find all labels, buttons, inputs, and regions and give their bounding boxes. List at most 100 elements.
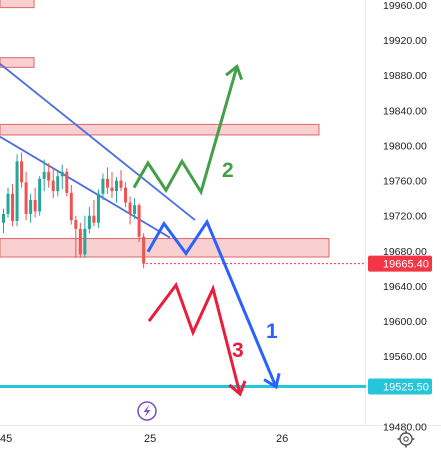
candle xyxy=(96,189,100,229)
candle xyxy=(65,168,69,197)
price-axis[interactable]: 19960.00 19920.00 19880.00 19840.00 19800.00… xyxy=(368,0,432,433)
candle xyxy=(105,167,109,194)
candle xyxy=(20,152,24,188)
candle-body xyxy=(51,180,55,192)
current-price-badge xyxy=(368,255,432,272)
candle-body xyxy=(38,178,42,212)
y-tick-label: 19560.00 xyxy=(383,351,427,363)
y-tick-label: 19680.00 xyxy=(383,246,427,258)
candle xyxy=(128,196,132,225)
candle xyxy=(74,215,78,258)
candle-body xyxy=(11,193,15,221)
candle xyxy=(56,170,60,197)
candle-body xyxy=(56,176,60,192)
candle-body xyxy=(110,187,114,192)
scenario-arrowhead-2 xyxy=(225,63,244,81)
target-price-badge-label: 19525.50 xyxy=(383,381,429,393)
candle-body xyxy=(105,178,109,188)
candle xyxy=(51,167,55,199)
scenario-arrowhead-1 xyxy=(263,372,281,390)
scenario-label-2: 2 xyxy=(222,159,234,182)
candle xyxy=(2,208,5,234)
time-axis[interactable]: 45 25 26 xyxy=(0,433,288,445)
candle-body xyxy=(119,180,123,188)
candle-body xyxy=(124,187,128,203)
candle-body xyxy=(20,161,24,183)
candle-body xyxy=(115,180,118,192)
x-tick-label: 45 xyxy=(0,433,12,445)
candle-body xyxy=(92,215,96,223)
candle xyxy=(60,164,64,190)
candle xyxy=(24,171,28,221)
candle-body xyxy=(42,171,46,179)
candle-body xyxy=(78,228,82,255)
scenario-label-1: 1 xyxy=(266,320,278,343)
candle xyxy=(6,187,10,218)
y-tick-label: 19720.00 xyxy=(383,211,427,223)
candle xyxy=(78,222,82,258)
candle-body xyxy=(137,205,141,237)
candle-body xyxy=(60,171,64,177)
scenario-arrowhead-3 xyxy=(228,380,247,397)
zone-0 xyxy=(0,0,35,9)
candle-body xyxy=(96,193,100,223)
candle xyxy=(101,173,105,200)
zone-3 xyxy=(0,238,330,258)
scenario-path-1 xyxy=(146,218,278,388)
candle-body xyxy=(74,220,78,229)
candle-body xyxy=(15,161,19,221)
scenario-label-3: 3 xyxy=(232,339,244,362)
candle xyxy=(142,233,146,269)
trendlines xyxy=(0,63,196,239)
y-tick-label: 19880.00 xyxy=(383,70,427,82)
candle-body xyxy=(33,199,37,212)
y-tick-label: 19920.00 xyxy=(383,35,427,47)
y-tick-label: 19840.00 xyxy=(383,105,427,117)
candle xyxy=(15,154,19,227)
candle xyxy=(124,182,128,207)
candle xyxy=(42,159,46,192)
lightning-icon[interactable] xyxy=(137,401,157,421)
y-tick-label: 19800.00 xyxy=(383,140,427,152)
candle xyxy=(69,184,73,225)
current-price-badge-label: 19665.40 xyxy=(383,259,429,271)
x-tick-label: 26 xyxy=(276,433,288,445)
candle xyxy=(110,171,114,199)
candle xyxy=(92,199,96,227)
candle xyxy=(119,170,123,192)
y-tick-label: 19760.00 xyxy=(383,176,427,188)
gear-icon[interactable] xyxy=(397,430,415,448)
scenario-paths: 2 13 xyxy=(132,63,281,397)
candle xyxy=(83,215,87,258)
candle xyxy=(87,206,91,234)
candle-body xyxy=(83,228,87,255)
candle-body xyxy=(24,182,28,214)
candle-body xyxy=(29,199,33,214)
candle-body xyxy=(6,193,10,214)
candle-body xyxy=(47,171,51,181)
candle xyxy=(38,176,42,216)
scenario-path-2 xyxy=(132,66,239,196)
candle xyxy=(33,187,37,218)
price-levels xyxy=(0,263,366,388)
zone-2 xyxy=(0,123,320,136)
candle-body xyxy=(87,215,91,229)
supply-demand-zones xyxy=(0,0,330,258)
scenario-path-3 xyxy=(147,281,242,395)
candle-body xyxy=(65,171,69,193)
candle xyxy=(137,203,141,243)
y-tick-label: 19480.00 xyxy=(383,421,427,433)
candle xyxy=(29,193,33,223)
candle-body xyxy=(101,178,105,194)
y-tick-label: 19960.00 xyxy=(383,0,427,12)
y-tick-label: 19600.00 xyxy=(383,316,427,328)
candlesticks xyxy=(2,152,146,269)
candle-body xyxy=(128,202,132,214)
candle-body xyxy=(133,205,137,214)
candle-body xyxy=(2,213,5,223)
candle-body xyxy=(69,192,73,221)
candle-body xyxy=(142,236,146,264)
